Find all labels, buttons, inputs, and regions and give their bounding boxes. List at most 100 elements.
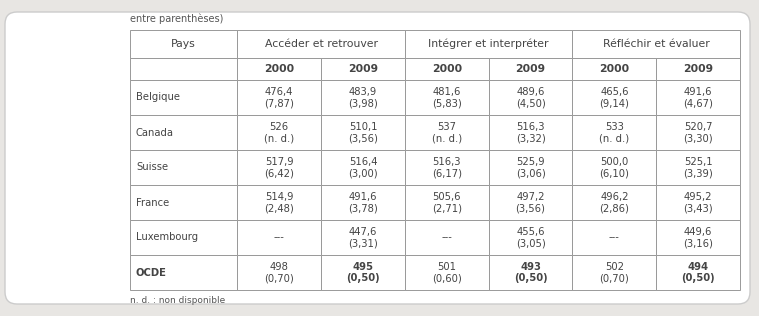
Text: 483,9
(3,98): 483,9 (3,98) <box>348 87 378 108</box>
Bar <box>321 58 405 80</box>
Bar <box>657 115 740 150</box>
Text: France: France <box>136 198 169 208</box>
Text: n. d. : non disponible: n. d. : non disponible <box>130 296 225 305</box>
Bar <box>238 185 321 220</box>
Bar <box>405 220 489 255</box>
Text: 500,0
(6,10): 500,0 (6,10) <box>600 157 629 178</box>
Text: 520,7
(3,30): 520,7 (3,30) <box>683 122 713 143</box>
Text: 525,9
(3,06): 525,9 (3,06) <box>515 157 546 178</box>
Bar <box>572 80 657 115</box>
Bar <box>238 255 321 290</box>
Text: 496,2
(2,86): 496,2 (2,86) <box>600 192 629 213</box>
Text: Suisse: Suisse <box>136 162 168 173</box>
Bar <box>489 150 572 185</box>
Text: 516,3
(3,32): 516,3 (3,32) <box>515 122 546 143</box>
FancyBboxPatch shape <box>5 12 750 304</box>
Bar <box>238 80 321 115</box>
Text: 498
(0,70): 498 (0,70) <box>264 262 294 283</box>
Text: 501
(0,60): 501 (0,60) <box>432 262 461 283</box>
Text: 449,6
(3,16): 449,6 (3,16) <box>683 227 713 248</box>
Text: Accéder et retrouver: Accéder et retrouver <box>265 39 377 49</box>
Text: 495,2
(3,43): 495,2 (3,43) <box>683 192 713 213</box>
Text: 2009: 2009 <box>515 64 546 74</box>
Bar <box>572 30 740 58</box>
Text: 481,6
(5,83): 481,6 (5,83) <box>432 87 461 108</box>
Text: 495
(0,50): 495 (0,50) <box>346 262 380 283</box>
Bar <box>405 58 489 80</box>
Bar <box>405 150 489 185</box>
Text: 525,1
(3,39): 525,1 (3,39) <box>683 157 713 178</box>
Bar <box>572 255 657 290</box>
Bar <box>572 185 657 220</box>
Bar <box>657 185 740 220</box>
Bar <box>405 185 489 220</box>
Text: 2000: 2000 <box>264 64 294 74</box>
Bar <box>657 150 740 185</box>
Text: OCDE: OCDE <box>136 268 167 277</box>
Bar <box>321 185 405 220</box>
Bar <box>572 115 657 150</box>
Text: 455,6
(3,05): 455,6 (3,05) <box>515 227 546 248</box>
Bar <box>321 220 405 255</box>
Text: ---: --- <box>274 233 285 242</box>
Bar <box>130 30 238 58</box>
Bar <box>572 220 657 255</box>
Bar <box>405 115 489 150</box>
Bar <box>489 255 572 290</box>
Text: 447,6
(3,31): 447,6 (3,31) <box>348 227 378 248</box>
Text: ---: --- <box>441 233 452 242</box>
Bar <box>238 58 321 80</box>
Bar <box>321 255 405 290</box>
Text: ---: --- <box>609 233 620 242</box>
Bar <box>321 80 405 115</box>
Text: 526
(n. d.): 526 (n. d.) <box>264 122 294 143</box>
Text: 2009: 2009 <box>683 64 713 74</box>
Text: 2009: 2009 <box>348 64 378 74</box>
Text: entre parenthèses): entre parenthèses) <box>130 14 223 24</box>
Text: 505,6
(2,71): 505,6 (2,71) <box>432 192 461 213</box>
Bar <box>130 255 238 290</box>
Text: 497,2
(3,56): 497,2 (3,56) <box>515 192 546 213</box>
Bar <box>405 255 489 290</box>
Bar <box>405 30 572 58</box>
Bar <box>130 220 238 255</box>
Text: Intégrer et interpréter: Intégrer et interpréter <box>428 39 549 49</box>
Text: Belgique: Belgique <box>136 93 180 102</box>
Bar <box>130 80 238 115</box>
Text: 489,6
(4,50): 489,6 (4,50) <box>515 87 546 108</box>
Text: 510,1
(3,56): 510,1 (3,56) <box>348 122 378 143</box>
Bar <box>238 150 321 185</box>
Text: 465,6
(9,14): 465,6 (9,14) <box>600 87 629 108</box>
Text: 2000: 2000 <box>600 64 629 74</box>
Bar <box>321 150 405 185</box>
Text: 2000: 2000 <box>432 64 461 74</box>
Bar <box>130 58 238 80</box>
Text: 494
(0,50): 494 (0,50) <box>682 262 715 283</box>
Text: 514,9
(2,48): 514,9 (2,48) <box>264 192 294 213</box>
Text: 533
(n. d.): 533 (n. d.) <box>600 122 629 143</box>
Text: Réfléchir et évaluer: Réfléchir et évaluer <box>603 39 710 49</box>
Bar <box>657 80 740 115</box>
Bar <box>238 115 321 150</box>
Bar <box>657 220 740 255</box>
Bar <box>489 115 572 150</box>
Bar <box>489 220 572 255</box>
Bar <box>130 150 238 185</box>
Text: Canada: Canada <box>136 127 174 137</box>
Text: 516,3
(6,17): 516,3 (6,17) <box>432 157 461 178</box>
Text: 491,6
(3,78): 491,6 (3,78) <box>348 192 378 213</box>
Bar <box>572 58 657 80</box>
Bar <box>657 58 740 80</box>
Bar <box>130 115 238 150</box>
Text: 502
(0,70): 502 (0,70) <box>600 262 629 283</box>
Bar <box>130 185 238 220</box>
Text: 516,4
(3,00): 516,4 (3,00) <box>348 157 378 178</box>
Bar <box>321 115 405 150</box>
Text: 493
(0,50): 493 (0,50) <box>514 262 547 283</box>
Text: 491,6
(4,67): 491,6 (4,67) <box>683 87 713 108</box>
Bar <box>489 185 572 220</box>
Bar <box>489 80 572 115</box>
Bar <box>238 30 405 58</box>
Bar <box>657 255 740 290</box>
Text: Luxembourg: Luxembourg <box>136 233 198 242</box>
